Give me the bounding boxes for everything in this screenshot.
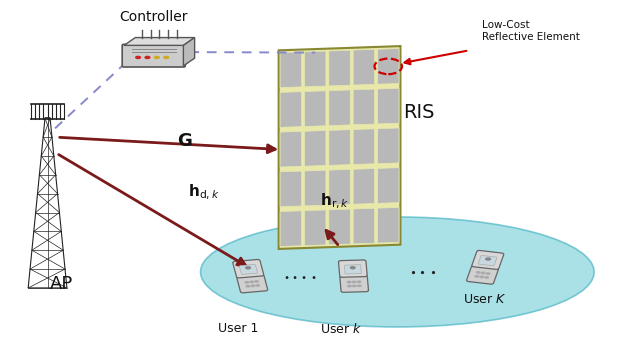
Circle shape xyxy=(476,271,481,274)
Circle shape xyxy=(249,281,254,283)
Polygon shape xyxy=(280,131,302,167)
Circle shape xyxy=(352,281,357,283)
Polygon shape xyxy=(304,131,326,166)
Circle shape xyxy=(352,284,357,287)
Text: Controller: Controller xyxy=(120,10,188,24)
Polygon shape xyxy=(124,38,195,45)
Polygon shape xyxy=(329,90,351,126)
Circle shape xyxy=(163,56,170,59)
Circle shape xyxy=(480,276,485,278)
Polygon shape xyxy=(183,38,195,66)
Polygon shape xyxy=(377,168,399,203)
Circle shape xyxy=(484,276,489,279)
Text: User 1: User 1 xyxy=(218,321,259,335)
FancyBboxPatch shape xyxy=(340,276,369,292)
Text: $\bullet\bullet\bullet$: $\bullet\bullet\bullet$ xyxy=(409,267,436,277)
Circle shape xyxy=(245,266,251,269)
Text: $\mathbf{h}_{\mathrm{d},k}$: $\mathbf{h}_{\mathrm{d},k}$ xyxy=(188,183,220,202)
Polygon shape xyxy=(280,211,302,246)
Ellipse shape xyxy=(200,217,594,327)
Polygon shape xyxy=(329,169,351,205)
Polygon shape xyxy=(377,48,399,84)
Text: $\mathbf{G}$: $\mathbf{G}$ xyxy=(177,132,193,150)
Circle shape xyxy=(485,257,491,261)
Text: User $K$: User $K$ xyxy=(463,293,506,306)
Text: RIS: RIS xyxy=(404,103,435,122)
Polygon shape xyxy=(353,89,374,125)
Polygon shape xyxy=(304,91,326,126)
Circle shape xyxy=(347,285,352,288)
Polygon shape xyxy=(329,50,351,86)
Circle shape xyxy=(350,266,356,269)
Circle shape xyxy=(245,285,250,288)
Text: User $k$: User $k$ xyxy=(320,321,362,336)
Circle shape xyxy=(255,284,260,287)
Polygon shape xyxy=(329,130,351,165)
Polygon shape xyxy=(377,208,399,243)
Text: Low-Cost
Reflective Element: Low-Cost Reflective Element xyxy=(481,20,580,42)
Polygon shape xyxy=(353,168,374,204)
FancyBboxPatch shape xyxy=(339,260,367,277)
FancyBboxPatch shape xyxy=(466,266,498,284)
FancyBboxPatch shape xyxy=(478,256,497,266)
Circle shape xyxy=(486,272,491,275)
FancyBboxPatch shape xyxy=(237,275,268,293)
Polygon shape xyxy=(353,49,374,85)
Polygon shape xyxy=(279,46,401,249)
Polygon shape xyxy=(377,88,399,124)
Text: $\bullet\bullet\bullet\bullet$: $\bullet\bullet\bullet\bullet$ xyxy=(284,271,317,281)
Circle shape xyxy=(356,281,361,283)
Circle shape xyxy=(347,281,352,283)
FancyBboxPatch shape xyxy=(122,44,185,67)
FancyBboxPatch shape xyxy=(472,250,504,269)
Polygon shape xyxy=(304,51,326,87)
Circle shape xyxy=(135,56,141,59)
Polygon shape xyxy=(280,52,302,88)
Circle shape xyxy=(357,284,362,287)
Polygon shape xyxy=(28,118,67,288)
Polygon shape xyxy=(377,128,399,164)
Circle shape xyxy=(244,281,249,284)
Circle shape xyxy=(145,56,151,59)
Circle shape xyxy=(154,56,160,59)
Circle shape xyxy=(250,284,255,287)
Polygon shape xyxy=(304,210,326,246)
Polygon shape xyxy=(353,208,374,244)
Text: $\mathbf{h}_{\mathrm{r},k}$: $\mathbf{h}_{\mathrm{r},k}$ xyxy=(320,192,349,211)
Polygon shape xyxy=(280,171,302,207)
FancyBboxPatch shape xyxy=(239,265,257,274)
Polygon shape xyxy=(280,91,302,127)
Circle shape xyxy=(254,280,259,283)
Text: AP: AP xyxy=(50,275,73,293)
Polygon shape xyxy=(353,129,374,164)
Circle shape xyxy=(475,275,480,278)
FancyBboxPatch shape xyxy=(344,265,361,274)
Polygon shape xyxy=(304,170,326,206)
FancyBboxPatch shape xyxy=(233,260,264,278)
Circle shape xyxy=(481,272,486,274)
Polygon shape xyxy=(329,209,351,245)
